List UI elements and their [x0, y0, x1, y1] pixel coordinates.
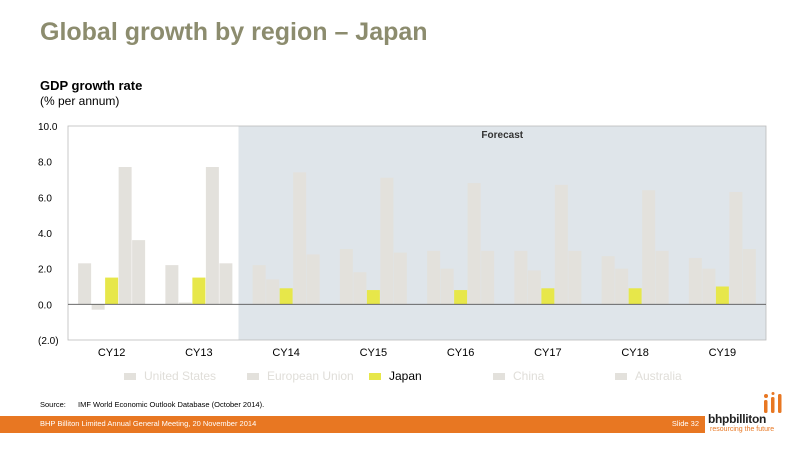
- y-axis-label: GDP growth rate: [40, 78, 143, 93]
- bar-japan-cy18: [628, 288, 642, 305]
- bar-japan-cy12: [105, 277, 119, 305]
- bhp-logo: bhpbilliton resourcing the future: [708, 392, 796, 442]
- legend-item: Japan: [369, 369, 422, 383]
- bar-japan-cy15: [366, 290, 380, 305]
- x-tick-label: CY15: [360, 347, 388, 359]
- bar-japan-cy14: [279, 288, 293, 305]
- bar-european-union-cy14: [266, 279, 280, 305]
- bar-european-union-cy13: [178, 302, 192, 305]
- y-tick-label: 10.0: [38, 122, 58, 133]
- bar-japan-cy19: [715, 286, 729, 305]
- bar-china-cy17: [554, 184, 568, 305]
- logo-mark-icon: [764, 392, 782, 413]
- logo-tagline: resourcing the future: [710, 426, 775, 433]
- legend-label: Australia: [635, 369, 682, 383]
- plot-border: [67, 125, 767, 341]
- bar-united-states-cy16: [427, 250, 441, 305]
- bar-australia-cy14: [306, 254, 320, 305]
- x-tick-label: CY14: [272, 347, 300, 359]
- y-tick-label: 4.0: [38, 229, 52, 240]
- legend-item: Australia: [615, 369, 682, 383]
- legend-swatch: [369, 372, 381, 380]
- bar-china-cy15: [380, 177, 394, 305]
- bar-china-cy19: [729, 191, 743, 305]
- legend-item: European Union: [247, 369, 354, 383]
- source-label: Source:: [40, 400, 66, 409]
- bar-european-union-cy16: [440, 268, 454, 305]
- bar-united-states-cy19: [688, 257, 702, 305]
- x-tick-label: CY17: [534, 347, 562, 359]
- y-tick-label: 2.0: [38, 265, 52, 276]
- bar-australia-cy16: [481, 250, 495, 305]
- forecast-label: Forecast: [481, 130, 523, 141]
- x-tick-label: CY12: [98, 347, 126, 359]
- bar-australia-cy18: [655, 250, 669, 305]
- x-tick-label: CY16: [447, 347, 475, 359]
- bar-united-states-cy12: [78, 263, 92, 305]
- bar-australia-cy17: [568, 250, 582, 305]
- footer-bar: BHP Billiton Limited Annual General Meet…: [0, 416, 705, 433]
- y-tick-label: 6.0: [38, 193, 52, 204]
- forecast-region: [238, 126, 766, 340]
- bar-china-cy13: [205, 167, 219, 305]
- slide-number: Slide 32: [671, 419, 699, 428]
- legend-item: United States: [124, 369, 216, 383]
- y-tick-label: (2.0): [38, 336, 59, 347]
- bar-australia-cy19: [742, 249, 756, 305]
- legend-label: United States: [144, 369, 217, 383]
- legend-item: China: [493, 369, 544, 383]
- bar-china-cy18: [642, 190, 656, 305]
- bar-japan-cy17: [541, 288, 555, 305]
- y-tick-label: 8.0: [38, 158, 52, 169]
- bar-china-cy14: [293, 172, 307, 305]
- x-tick-label: CY18: [621, 347, 649, 359]
- legend-swatch: [493, 372, 505, 380]
- bar-european-union-cy12: [91, 304, 105, 310]
- legend-label: European Union: [267, 369, 354, 383]
- gdp-growth-chart: Forecast (2.0) 0.0 2.0 4.0 6.0 8.0 10.0 CY12 CY13…: [38, 122, 767, 359]
- legend-swatch: [124, 372, 136, 380]
- bar-european-union-cy17: [527, 270, 541, 305]
- legend-swatch: [247, 372, 259, 380]
- bar-european-union-cy19: [702, 268, 716, 305]
- bar-australia-cy12: [132, 240, 146, 305]
- legend-swatch: [615, 372, 627, 380]
- bar-japan-cy13: [192, 277, 206, 305]
- legend-label: Japan: [389, 369, 422, 383]
- footer-text: BHP Billiton Limited Annual General Meet…: [40, 419, 257, 428]
- bar-australia-cy15: [393, 252, 407, 305]
- bar-china-cy12: [118, 167, 132, 305]
- source-text: IMF World Economic Outlook Database (Oct…: [78, 400, 265, 409]
- bar-european-union-cy15: [353, 272, 367, 305]
- bar-united-states-cy15: [339, 249, 353, 305]
- x-tick-label: CY19: [709, 347, 737, 359]
- logo-wordmark: bhpbilliton: [708, 412, 767, 426]
- bar-australia-cy13: [219, 263, 233, 305]
- x-tick-label: CY13: [185, 347, 213, 359]
- bar-united-states-cy14: [252, 265, 266, 305]
- bar-china-cy16: [467, 183, 481, 305]
- legend-label: China: [513, 369, 545, 383]
- y-axis-unit: (% per annum): [40, 94, 120, 108]
- bar-japan-cy16: [454, 290, 468, 305]
- bar-united-states-cy17: [514, 250, 528, 305]
- page-title: Global growth by region – Japan: [40, 18, 428, 46]
- bar-european-union-cy18: [615, 268, 629, 305]
- bar-united-states-cy13: [165, 265, 179, 305]
- bar-united-states-cy18: [601, 256, 615, 305]
- y-tick-label: 0.0: [38, 300, 52, 311]
